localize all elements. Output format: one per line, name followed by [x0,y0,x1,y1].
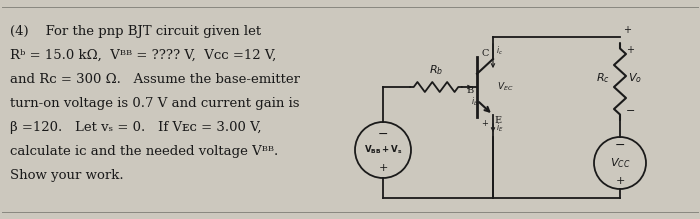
Text: +: + [481,119,488,128]
Text: C: C [482,49,489,58]
Text: $\mathbf{V_{BB}+V_s}$: $\mathbf{V_{BB}+V_s}$ [363,144,402,156]
Text: −: − [626,106,636,116]
Text: $i_b$: $i_b$ [471,96,479,108]
Text: $V_{EC}$: $V_{EC}$ [497,81,514,93]
Text: and Rᴄ = 300 Ω.   Assume the base-emitter: and Rᴄ = 300 Ω. Assume the base-emitter [10,73,300,86]
Text: $i_E$: $i_E$ [496,122,503,134]
Text: +: + [623,25,631,35]
Text: β =120.   Let vₛ = 0.   If Vᴇᴄ = 3.00 V,: β =120. Let vₛ = 0. If Vᴇᴄ = 3.00 V, [10,121,262,134]
Text: Show your work.: Show your work. [10,169,124,182]
Text: $V_o$: $V_o$ [628,72,642,85]
Text: +: + [615,176,624,186]
Text: B: B [467,86,474,95]
Text: −: − [378,127,388,141]
Text: (4)    For the pnp BJT circuit given let: (4) For the pnp BJT circuit given let [10,25,261,38]
Text: E: E [494,116,501,125]
Text: $R_b$: $R_b$ [429,63,443,77]
Text: +: + [378,163,388,173]
Text: calculate iᴄ and the needed voltage Vᴮᴮ.: calculate iᴄ and the needed voltage Vᴮᴮ. [10,145,279,158]
Text: +: + [626,45,634,55]
Text: Rᵇ = 15.0 kΩ,  Vᴮᴮ = ???? V,  Vᴄᴄ =12 V,: Rᵇ = 15.0 kΩ, Vᴮᴮ = ???? V, Vᴄᴄ =12 V, [10,49,276,62]
Text: turn-on voltage is 0.7 V and current gain is: turn-on voltage is 0.7 V and current gai… [10,97,300,110]
Text: $R_c$: $R_c$ [596,72,610,85]
Text: $V_{CC}$: $V_{CC}$ [610,156,630,170]
Text: −: − [615,138,625,152]
Text: $i_c$: $i_c$ [496,45,503,57]
